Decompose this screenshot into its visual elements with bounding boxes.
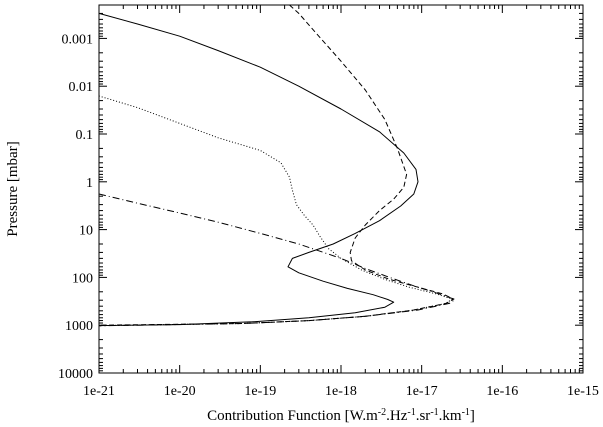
x-tick-label: 1e-18 xyxy=(325,384,357,399)
y-tick-label: 0.001 xyxy=(62,32,94,47)
x-tick-label: 1e-19 xyxy=(244,384,276,399)
x-axis-title-superscript: -1 xyxy=(462,407,470,418)
tick-label-layer: 1e-21 1e-20 1e-19 1e-18 1e-17 1e-16 1e-15 0.001… xyxy=(58,32,599,399)
y-tick-label: 100 xyxy=(72,271,93,286)
y-tick-label: 1000 xyxy=(65,319,93,334)
x-tick-label: 1e-17 xyxy=(406,384,438,399)
x-tick-label: 1e-15 xyxy=(567,384,599,399)
tick-layer xyxy=(98,4,584,374)
x-axis-title-superscript: -2 xyxy=(378,407,386,418)
series-line-dashed xyxy=(98,4,455,326)
x-axis-title: Contribution Function [W.m-2.Hz-1.sr-1.k… xyxy=(207,407,475,425)
y-tick-label: 1 xyxy=(86,176,93,191)
series-line-dash-dot xyxy=(98,193,456,327)
x-axis-title-superscript: -1 xyxy=(430,407,438,418)
y-axis-title: Pressure [mbar] xyxy=(5,141,21,236)
y-tick-label: 0.1 xyxy=(76,128,94,143)
series-layer xyxy=(98,4,456,327)
x-tick-label: 1e-20 xyxy=(164,384,196,399)
y-tick-label: 10000 xyxy=(58,367,93,382)
y-tick-label: 10 xyxy=(79,224,93,239)
x-tick-label: 1e-16 xyxy=(486,384,518,399)
x-axis-title-part: .km xyxy=(439,408,462,424)
x-axis-title-part: .Hz xyxy=(386,408,408,424)
x-axis-title-part: ] xyxy=(470,408,475,424)
x-axis-title-part: .sr xyxy=(416,408,431,424)
x-tick-label: 1e-21 xyxy=(83,384,115,399)
x-axis-title-part: Contribution Function [W.m xyxy=(207,408,378,424)
plot-frame xyxy=(98,4,584,374)
x-axis-title-superscript: -1 xyxy=(407,407,415,418)
y-tick-label: 0.01 xyxy=(69,80,94,95)
series-line-solid xyxy=(98,12,419,327)
series-line-dotted xyxy=(98,95,453,327)
